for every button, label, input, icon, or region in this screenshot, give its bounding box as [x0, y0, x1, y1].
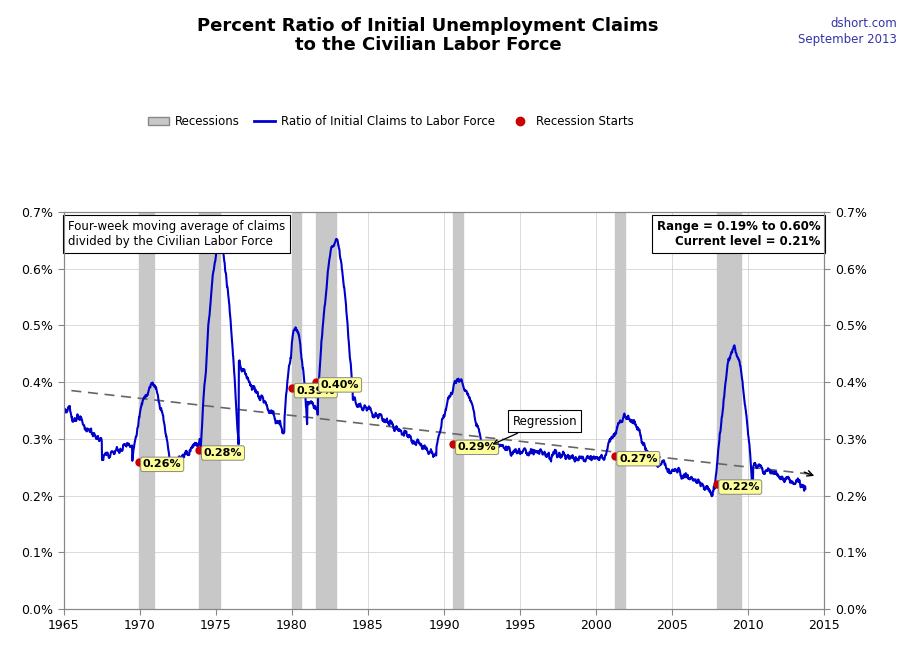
Text: 0.26%: 0.26% — [143, 459, 181, 469]
Bar — [138, 212, 154, 609]
Text: Four-week moving average of claims
divided by the Civilian Labor Force: Four-week moving average of claims divid… — [67, 220, 285, 248]
Text: 0.40%: 0.40% — [321, 380, 359, 390]
Text: Regression: Regression — [494, 414, 578, 444]
Bar — [316, 212, 336, 609]
Legend: Recessions, Ratio of Initial Claims to Labor Force, Recession Starts: Recessions, Ratio of Initial Claims to L… — [143, 111, 639, 133]
Bar — [200, 212, 220, 609]
Text: 0.39%: 0.39% — [297, 385, 335, 396]
Text: 0.29%: 0.29% — [458, 442, 496, 452]
Text: September 2013: September 2013 — [798, 33, 897, 46]
Text: dshort.com: dshort.com — [831, 17, 897, 30]
Text: Percent Ratio of Initial Unemployment Claims: Percent Ratio of Initial Unemployment Cl… — [198, 17, 659, 34]
Bar — [717, 212, 741, 609]
Bar — [615, 212, 626, 609]
Text: to the Civilian Labor Force: to the Civilian Labor Force — [295, 36, 561, 54]
Text: 0.22%: 0.22% — [721, 482, 760, 492]
Text: Range = 0.19% to 0.60%
Current level = 0.21%: Range = 0.19% to 0.60% Current level = 0… — [657, 220, 821, 248]
Text: 0.28%: 0.28% — [204, 448, 242, 458]
Text: 0.27%: 0.27% — [619, 453, 658, 463]
Bar — [453, 212, 463, 609]
Bar — [292, 212, 301, 609]
